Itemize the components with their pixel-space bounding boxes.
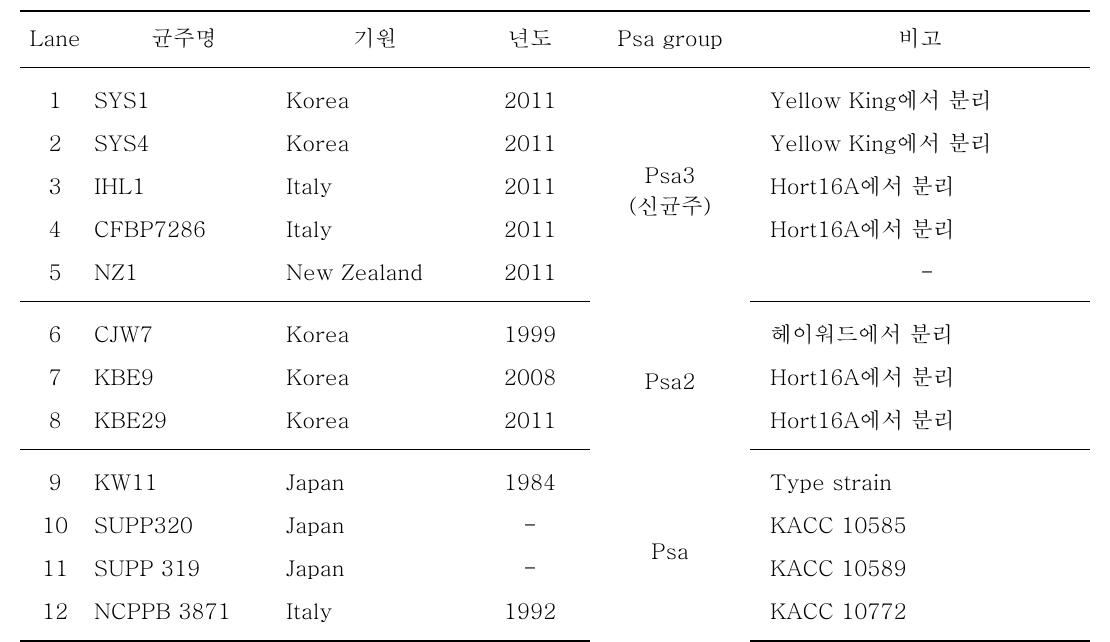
table-row: 1SYS1Korea2011Psa3(신균주)Yellow King에서 분리 — [20, 68, 1090, 122]
cell-origin: Korea — [280, 121, 470, 164]
header-origin: 기원 — [280, 11, 470, 68]
cell-lane: 9 — [20, 450, 90, 504]
table-row: 12NCPPB 3871Italy1992 KACC 10772 — [20, 589, 1090, 641]
cell-note: Hort16A에서 분리 — [750, 355, 1090, 398]
cell-year: 2011 — [470, 250, 590, 302]
cell-name: KBE9 — [90, 355, 280, 398]
cell-origin: Japan — [280, 450, 470, 504]
cell-year: 2011 — [470, 121, 590, 164]
table-row: 2SYS4Korea2011 Yellow King에서 분리 — [20, 121, 1090, 164]
cell-note: 헤이워드에서 분리 — [750, 302, 1090, 356]
cell-note: Yellow King에서 분리 — [750, 121, 1090, 164]
table-row: 5NZ1New Zealand2011 - — [20, 250, 1090, 302]
cell-year: 1992 — [470, 589, 590, 641]
cell-name: IHL1 — [90, 164, 280, 207]
cell-lane: 10 — [20, 503, 90, 546]
group-label-line2: (신균주) — [596, 190, 744, 221]
cell-origin: New Zealand — [280, 250, 470, 302]
cell-name: SUPP320 — [90, 503, 280, 546]
cell-lane: 6 — [20, 302, 90, 356]
cell-note: KACC 10585 — [750, 503, 1090, 546]
cell-year: 2011 — [470, 164, 590, 207]
cell-lane: 3 — [20, 164, 90, 207]
cell-lane: 1 — [20, 68, 90, 122]
cell-origin: Korea — [280, 398, 470, 450]
cell-origin: Korea — [280, 302, 470, 356]
header-lane: Lane — [20, 11, 90, 68]
cell-year: 1984 — [470, 450, 590, 504]
table-row: 7KBE9Korea2008 Hort16A에서 분리 — [20, 355, 1090, 398]
cell-note: Yellow King에서 분리 — [750, 68, 1090, 122]
cell-name: KW11 — [90, 450, 280, 504]
cell-group: Psa2 — [590, 302, 750, 450]
cell-lane: 7 — [20, 355, 90, 398]
header-year: 년도 — [470, 11, 590, 68]
cell-note: - — [750, 250, 1090, 302]
cell-name: CFBP7286 — [90, 207, 280, 250]
cell-note: Hort16A에서 분리 — [750, 164, 1090, 207]
cell-name: NZ1 — [90, 250, 280, 302]
cell-lane: 11 — [20, 546, 90, 589]
cell-name: SYS4 — [90, 121, 280, 164]
header-group: Psa group — [590, 11, 750, 68]
cell-origin: Japan — [280, 503, 470, 546]
cell-lane: 8 — [20, 398, 90, 450]
table-row: 4CFBP7286Italy2011 Hort16A에서 분리 — [20, 207, 1090, 250]
cell-group: Psa — [590, 450, 750, 642]
cell-note: KACC 10589 — [750, 546, 1090, 589]
cell-lane: 12 — [20, 589, 90, 641]
table-row: 6CJW7Korea1999Psa2헤이워드에서 분리 — [20, 302, 1090, 356]
cell-year: 2008 — [470, 355, 590, 398]
cell-origin: Italy — [280, 164, 470, 207]
cell-note: Type strain — [750, 450, 1090, 504]
cell-lane: 2 — [20, 121, 90, 164]
table-body: 1SYS1Korea2011Psa3(신균주)Yellow King에서 분리2… — [20, 68, 1090, 642]
cell-year: 1999 — [470, 302, 590, 356]
cell-origin: Korea — [280, 68, 470, 122]
cell-lane: 5 — [20, 250, 90, 302]
cell-name: NCPPB 3871 — [90, 589, 280, 641]
header-name: 균주명 — [90, 11, 280, 68]
cell-origin: Italy — [280, 589, 470, 641]
cell-year: 2011 — [470, 68, 590, 122]
cell-year: - — [470, 546, 590, 589]
group-label-line1: Psa3 — [596, 159, 744, 190]
cell-note: KACC 10772 — [750, 589, 1090, 641]
table-row: 9KW11Japan1984PsaType strain — [20, 450, 1090, 504]
table-row: 3IHL1Italy2011 Hort16A에서 분리 — [20, 164, 1090, 207]
cell-year: - — [470, 503, 590, 546]
cell-year: 2011 — [470, 398, 590, 450]
header-note: 비고 — [750, 11, 1090, 68]
cell-name: KBE29 — [90, 398, 280, 450]
cell-origin: Japan — [280, 546, 470, 589]
cell-origin: Italy — [280, 207, 470, 250]
cell-lane: 4 — [20, 207, 90, 250]
strains-table: Lane 균주명 기원 년도 Psa group 비고 1SYS1Korea20… — [20, 10, 1090, 642]
table-row: 11SUPP 319Japan- KACC 10589 — [20, 546, 1090, 589]
cell-origin: Korea — [280, 355, 470, 398]
table-header-row: Lane 균주명 기원 년도 Psa group 비고 — [20, 11, 1090, 68]
cell-name: SYS1 — [90, 68, 280, 122]
table-row: 10SUPP320Japan- KACC 10585 — [20, 503, 1090, 546]
cell-note: Hort16A에서 분리 — [750, 398, 1090, 450]
cell-group: Psa3(신균주) — [590, 68, 750, 302]
cell-name: SUPP 319 — [90, 546, 280, 589]
table-row: 8KBE29Korea2011 Hort16A에서 분리 — [20, 398, 1090, 450]
cell-year: 2011 — [470, 207, 590, 250]
cell-name: CJW7 — [90, 302, 280, 356]
cell-note: Hort16A에서 분리 — [750, 207, 1090, 250]
